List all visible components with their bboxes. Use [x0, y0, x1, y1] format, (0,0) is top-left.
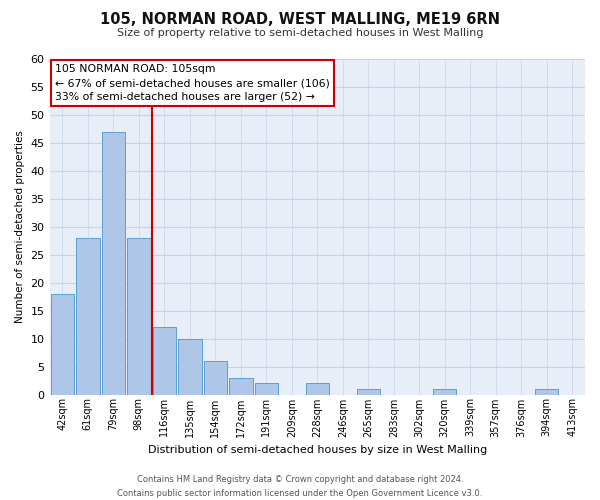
- Bar: [356, 389, 380, 394]
- Bar: [305, 384, 329, 394]
- Bar: [535, 389, 559, 394]
- Text: Size of property relative to semi-detached houses in West Malling: Size of property relative to semi-detach…: [117, 28, 483, 38]
- Bar: [178, 338, 202, 394]
- Bar: [127, 238, 151, 394]
- Bar: [229, 378, 253, 394]
- Bar: [254, 384, 278, 394]
- X-axis label: Distribution of semi-detached houses by size in West Malling: Distribution of semi-detached houses by …: [148, 445, 487, 455]
- Bar: [50, 294, 74, 394]
- Bar: [101, 132, 125, 394]
- Text: Contains HM Land Registry data © Crown copyright and database right 2024.
Contai: Contains HM Land Registry data © Crown c…: [118, 476, 482, 498]
- Text: 105 NORMAN ROAD: 105sqm
← 67% of semi-detached houses are smaller (106)
33% of s: 105 NORMAN ROAD: 105sqm ← 67% of semi-de…: [55, 64, 330, 102]
- Bar: [152, 328, 176, 394]
- Y-axis label: Number of semi-detached properties: Number of semi-detached properties: [15, 130, 25, 323]
- Bar: [433, 389, 457, 394]
- Text: 105, NORMAN ROAD, WEST MALLING, ME19 6RN: 105, NORMAN ROAD, WEST MALLING, ME19 6RN: [100, 12, 500, 28]
- Bar: [76, 238, 100, 394]
- Bar: [203, 361, 227, 394]
